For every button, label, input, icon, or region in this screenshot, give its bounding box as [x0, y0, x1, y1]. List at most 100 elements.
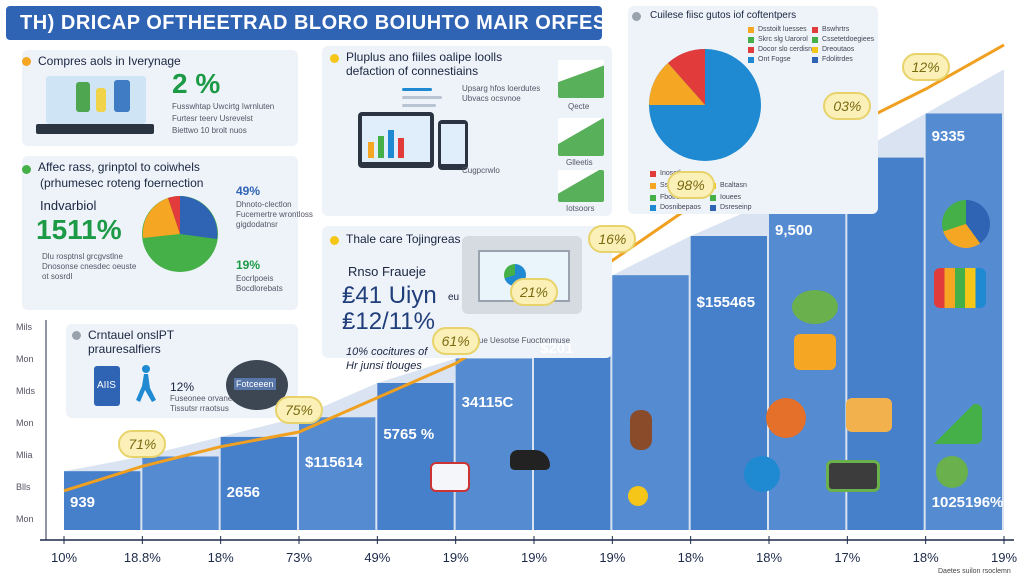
bar-value-label: 34115C — [461, 394, 514, 411]
panel-affec: Affec rass, grinptol to coiwhels (prhume… — [22, 156, 313, 310]
pie-legend-item: Iouees — [710, 194, 741, 201]
bottom-right-label: Daetes suilon rsoclemn — [938, 568, 1011, 575]
chart-bar — [534, 324, 611, 530]
panel-critical-subtitle: prauresalfiers — [88, 342, 161, 356]
bullet-dot — [330, 236, 339, 245]
jars-icon — [846, 398, 892, 432]
y-tick-label: Mon — [16, 418, 34, 428]
panel-pluplus-subtitle: defaction of connestiains — [346, 64, 479, 78]
growth-label: 98% — [666, 170, 715, 199]
bar-value-label: $201 — [540, 340, 574, 357]
bullet-dot — [22, 57, 31, 66]
y-tick-label: Mlds — [16, 386, 36, 396]
panel-compress-line: Furtesr teerv Usrevelst — [172, 114, 253, 123]
panel-affec-pct-bottom: 19% — [236, 258, 261, 272]
bar-value-label: 939 — [70, 494, 96, 511]
shoe-icon — [510, 450, 550, 470]
page-title: TH) DRICAP OFTHEETRAD BLORO BOIUHTO MAIR… — [20, 12, 607, 34]
pie-legend-item: Ont Fogse — [748, 56, 791, 63]
panel-critical-line: Fuseonee orvaner — [170, 394, 235, 403]
plant-icon — [792, 290, 838, 324]
panel-trade-footnote-2: Hr junsi tlouges — [346, 360, 422, 372]
panel-pie-chart — [649, 49, 761, 161]
chart-bar — [64, 471, 141, 530]
panel-trade-footnote: 10% cocitures of — [346, 346, 428, 358]
panel-pluplus-title: Pluplus ano fiiles oalipe loolls — [346, 50, 503, 64]
x-tick-label: 49% — [364, 550, 391, 565]
panel-affec-line: ot sosrdl — [42, 272, 73, 281]
tv-icon — [826, 460, 880, 492]
x-tick-label: 19% — [599, 550, 626, 565]
bullet-dot — [22, 165, 31, 174]
panel-pluplus-side-label: Iotsoors — [566, 204, 595, 213]
pie-legend-item: Cssetetdoegiees — [812, 36, 874, 43]
panel-compress-line: Fusswhtap Uwcirtg Iwrnluten — [172, 102, 275, 111]
x-tick-label: 19% — [990, 550, 1018, 565]
panel-trade-label: Rnso Fraueje — [348, 264, 427, 279]
panel-pluplus-line: Ubvacs ocsvnoe — [462, 94, 521, 103]
panel-trade-value2: ₤12/11% — [342, 308, 435, 335]
tablet-illustration — [358, 112, 434, 168]
bar-value-label: $115614 — [305, 454, 363, 471]
chart-bar — [220, 436, 297, 530]
panel-line — [402, 88, 432, 91]
bar-value-label: 9335 — [931, 128, 966, 145]
panel-compress-line: Biettwo 10 brolt nuos — [172, 126, 247, 135]
panel-trade: Thale care Tojingreas Rnso Fraueje ₤41 U… — [322, 226, 612, 358]
panel-compress-title: Compres aols in Iverynage — [38, 54, 181, 68]
panel-affec-right-line: Bocdlorebats — [236, 284, 283, 293]
donut-icon — [942, 200, 990, 248]
bullet-dot — [330, 54, 339, 63]
panel-affec-subtitle: (prhumesec roteng foernection — [40, 176, 204, 190]
critical-badge-label: AIIS — [97, 380, 116, 391]
pie-legend-item: Dosnibepaos — [650, 204, 701, 211]
panel-critical-pct: 12% — [170, 380, 195, 394]
panel-critical: Crntauel onslPT prauresalfiers AIIS 12% … — [66, 324, 298, 418]
panel-trade-title: Thale care Tojingreas — [346, 232, 461, 246]
panel-critical-line: Tissutsr rraotsus — [170, 404, 229, 413]
growth-label: 16% — [588, 224, 637, 253]
panel-pluplus-line: Upsarg hfos loerdutes — [462, 84, 541, 93]
panel-affec-right-line: gigdodatnsr — [236, 220, 278, 229]
x-tick-label: 18% — [207, 550, 234, 565]
growth-label: 61% — [431, 327, 480, 356]
pie-legend-item: Fdolitrdes — [812, 56, 853, 63]
document-icon — [430, 462, 470, 492]
mini-chart-2 — [558, 118, 604, 156]
panel-pluplus-side-label: Glleetis — [566, 158, 593, 167]
panel-affec-right-line: Dhnoto-clectlon — [236, 200, 292, 209]
panel-affec-pct-top: 49% — [236, 184, 261, 198]
growth-label: 12% — [901, 53, 950, 81]
x-tick-label: 19% — [442, 550, 469, 565]
panel-trade-value1-suffix: eu — [448, 292, 460, 303]
panel-trade-sub-line: Dootue Uesotse Fuoctonmuse — [462, 336, 571, 345]
panel-affec-label: Indvarbiol — [40, 198, 97, 213]
y-tick-label: Blls — [16, 482, 31, 492]
mini-chart-1 — [558, 60, 604, 98]
bar-value-label: 1025196% — [931, 494, 1004, 511]
x-tick-label: 17% — [834, 550, 861, 565]
panel-pluplus: Pluplus ano fiiles oalipe loolls defacti… — [322, 46, 612, 216]
leaf-globe-icon — [936, 456, 968, 488]
y-tick-label: Mils — [16, 322, 32, 332]
x-tick-label: 18% — [912, 550, 939, 565]
pie-legend-item: Docor slo cerdisn — [748, 46, 812, 53]
person-presenter-icon — [630, 410, 652, 450]
pie-legend-item: Dsreseinp — [710, 204, 752, 211]
panel-affec-line: Dnosonse cnesdec oeuste — [42, 262, 137, 271]
critical-screen: Fotceeen — [226, 360, 288, 410]
y-tick-label: Mlia — [16, 450, 33, 460]
chart-bar — [299, 417, 376, 530]
pie-legend-item: Skrc slg Uarorol — [748, 36, 808, 43]
chart-bar — [455, 358, 532, 530]
panel-line — [402, 96, 442, 99]
growth-label: 21% — [510, 278, 558, 307]
chart-bar — [377, 383, 454, 530]
title-banner: TH) DRICAP OFTHEETRAD BLORO BOIUHTO MAIR… — [6, 6, 606, 40]
panel-affec-pie — [142, 196, 218, 272]
panel-critical-title: Crntauel onslPT — [88, 328, 175, 342]
critical-screen-label: Fotceeen — [234, 378, 276, 390]
x-tick-label: 10% — [50, 550, 78, 565]
pie-legend-item: Bcaltasn — [710, 182, 747, 189]
growth-label: 71% — [118, 430, 167, 459]
